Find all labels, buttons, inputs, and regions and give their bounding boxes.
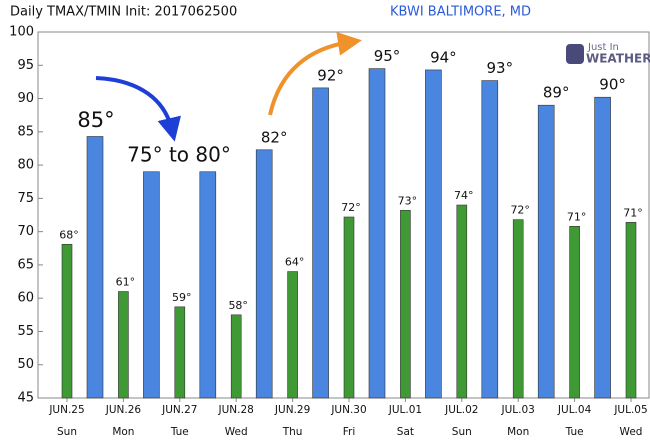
x-weekday-label: Fri xyxy=(343,426,356,438)
bar xyxy=(255,149,273,399)
bar xyxy=(312,87,329,399)
value-label: 95° xyxy=(374,47,401,65)
value-label: 90° xyxy=(599,76,626,94)
value-label: 94° xyxy=(430,48,457,66)
x-tick-label: JUL.04 xyxy=(557,404,592,416)
value-label: 82° xyxy=(261,128,288,146)
x-tick-label: JUL.02 xyxy=(444,404,478,416)
arrow-up xyxy=(268,31,362,116)
logo-line1: Just In xyxy=(587,42,619,53)
value-label: 64° xyxy=(285,256,305,269)
x-weekday-label: Tue xyxy=(170,426,189,438)
x-weekday-label: Wed xyxy=(620,426,643,438)
bar xyxy=(143,171,160,399)
bar xyxy=(625,222,637,399)
bar xyxy=(174,306,186,399)
y-tick-label: 75 xyxy=(17,191,34,206)
y-tick-label: 85 xyxy=(17,124,34,139)
bar xyxy=(287,271,298,399)
y-tick-label: 65 xyxy=(17,257,34,272)
value-label: 72° xyxy=(341,201,361,214)
x-weekday-label: Thu xyxy=(282,426,303,438)
annotation: 85° xyxy=(77,108,114,132)
x-weekday-label: Tue xyxy=(565,426,584,438)
x-tick-label: JUN.29 xyxy=(274,404,310,416)
bar xyxy=(569,226,580,399)
arrow-down xyxy=(95,76,181,142)
bar xyxy=(481,80,499,399)
bar xyxy=(425,69,442,399)
value-label: 71° xyxy=(623,206,643,219)
value-label: 68° xyxy=(59,228,79,241)
x-tick-label: JUN.30 xyxy=(330,404,366,416)
x-weekday-label: Sat xyxy=(397,426,414,438)
x-weekday-label: Mon xyxy=(507,426,529,438)
logo: Just In WEATHER xyxy=(566,42,650,66)
y-tick-label: 60 xyxy=(17,291,34,306)
value-label: 89° xyxy=(543,84,570,102)
bar xyxy=(594,96,611,399)
y-tick-label: 50 xyxy=(17,357,34,372)
x-tick-label: JUN.28 xyxy=(218,404,254,416)
value-label: 92° xyxy=(317,66,344,84)
value-label: 74° xyxy=(454,189,474,202)
bar xyxy=(512,219,524,399)
x-weekday-label: Sun xyxy=(57,426,77,438)
bar xyxy=(456,204,468,399)
x-tick-label: JUN.26 xyxy=(105,404,142,416)
annotation: 75° to 80° xyxy=(127,143,231,167)
y-tick-label: 95 xyxy=(17,58,34,73)
bar xyxy=(368,68,386,399)
y-tick-label: 45 xyxy=(17,391,34,406)
bar xyxy=(118,291,129,399)
chart-subtitle: KBWI BALTIMORE, MD xyxy=(390,5,531,20)
x-weekday-label: Mon xyxy=(112,426,134,438)
value-label: 73° xyxy=(398,194,418,207)
x-tick-label: JUL.05 xyxy=(613,404,647,416)
x-weekday-label: Wed xyxy=(225,426,248,438)
x-tick-label: JUN.27 xyxy=(161,404,197,416)
value-label: 58° xyxy=(228,299,248,312)
value-label: 59° xyxy=(172,291,192,304)
y-tick-label: 55 xyxy=(17,324,34,339)
bar xyxy=(61,243,73,399)
value-label: 93° xyxy=(487,59,514,77)
value-label: 71° xyxy=(567,210,587,223)
bar xyxy=(537,104,555,399)
value-label: 72° xyxy=(510,204,530,217)
bar xyxy=(199,171,217,399)
y-tick-label: 100 xyxy=(9,25,34,40)
bar xyxy=(230,314,242,399)
x-tick-label: JUL.01 xyxy=(388,404,422,416)
x-weekday-label: Sun xyxy=(452,426,472,438)
x-tick-label: JUL.03 xyxy=(501,404,535,416)
y-tick-label: 70 xyxy=(17,224,34,239)
bar xyxy=(86,136,104,399)
logo-line2: WEATHER xyxy=(586,52,650,66)
y-tick-label: 90 xyxy=(17,91,34,106)
y-tick-label: 80 xyxy=(17,158,34,173)
value-label: 61° xyxy=(116,276,136,289)
bar xyxy=(343,216,355,399)
chart-title: Daily TMAX/TMIN Init: 2017062500 xyxy=(10,5,237,20)
x-tick-label: JUN.25 xyxy=(48,404,84,416)
bar xyxy=(400,210,411,399)
